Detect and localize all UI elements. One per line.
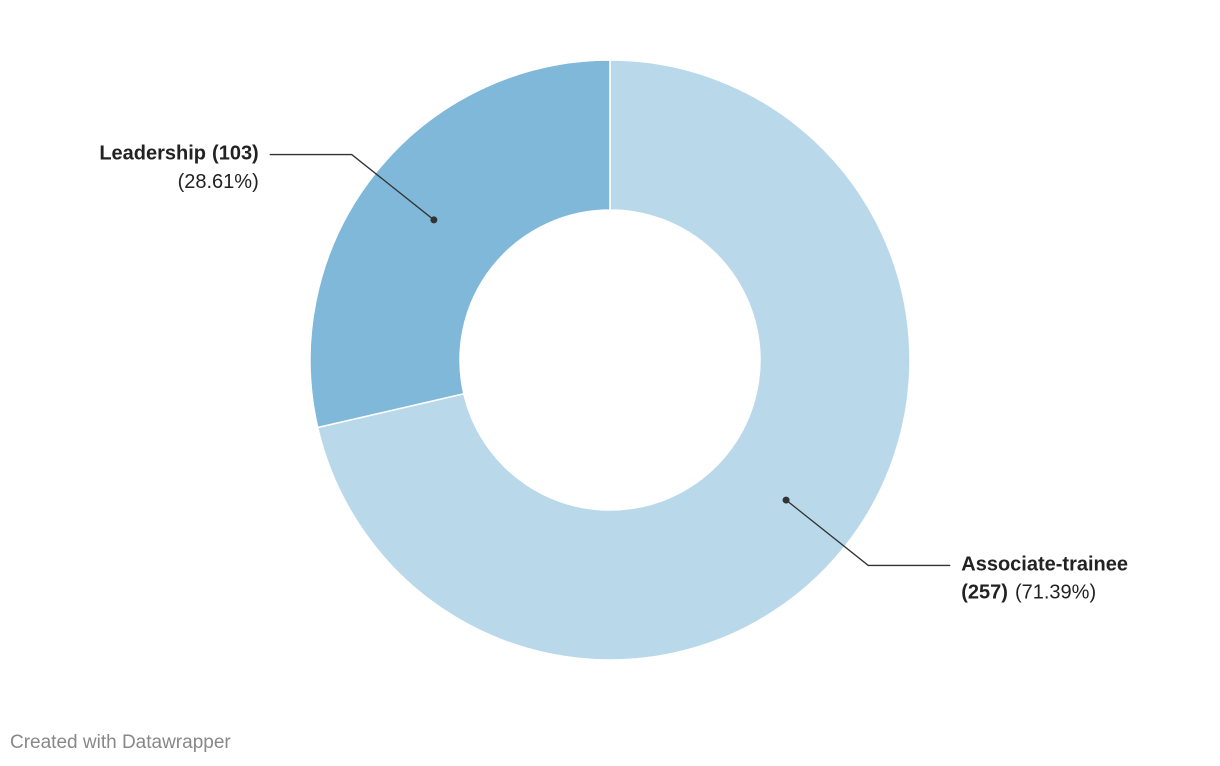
leader-dot	[782, 496, 790, 504]
slice	[316, 59, 911, 661]
value-label: (103)	[212, 143, 259, 165]
percentage-label: (71.39%)	[1015, 582, 1096, 604]
leader-dot	[430, 216, 438, 224]
slice	[309, 59, 611, 429]
slice-label: Leadership (103)	[99, 143, 258, 165]
value-label: (257)	[961, 582, 1008, 604]
credit: Created with Datawrapper	[10, 732, 231, 753]
category-label: Leadership	[99, 143, 206, 165]
leader-line	[785, 499, 951, 567]
leader-line	[269, 153, 435, 221]
slice-value: (257) (71.39%)	[961, 582, 1096, 604]
percentage-label: (28.61%)	[178, 171, 259, 193]
slice-label: Associate-trainee	[961, 554, 1128, 576]
